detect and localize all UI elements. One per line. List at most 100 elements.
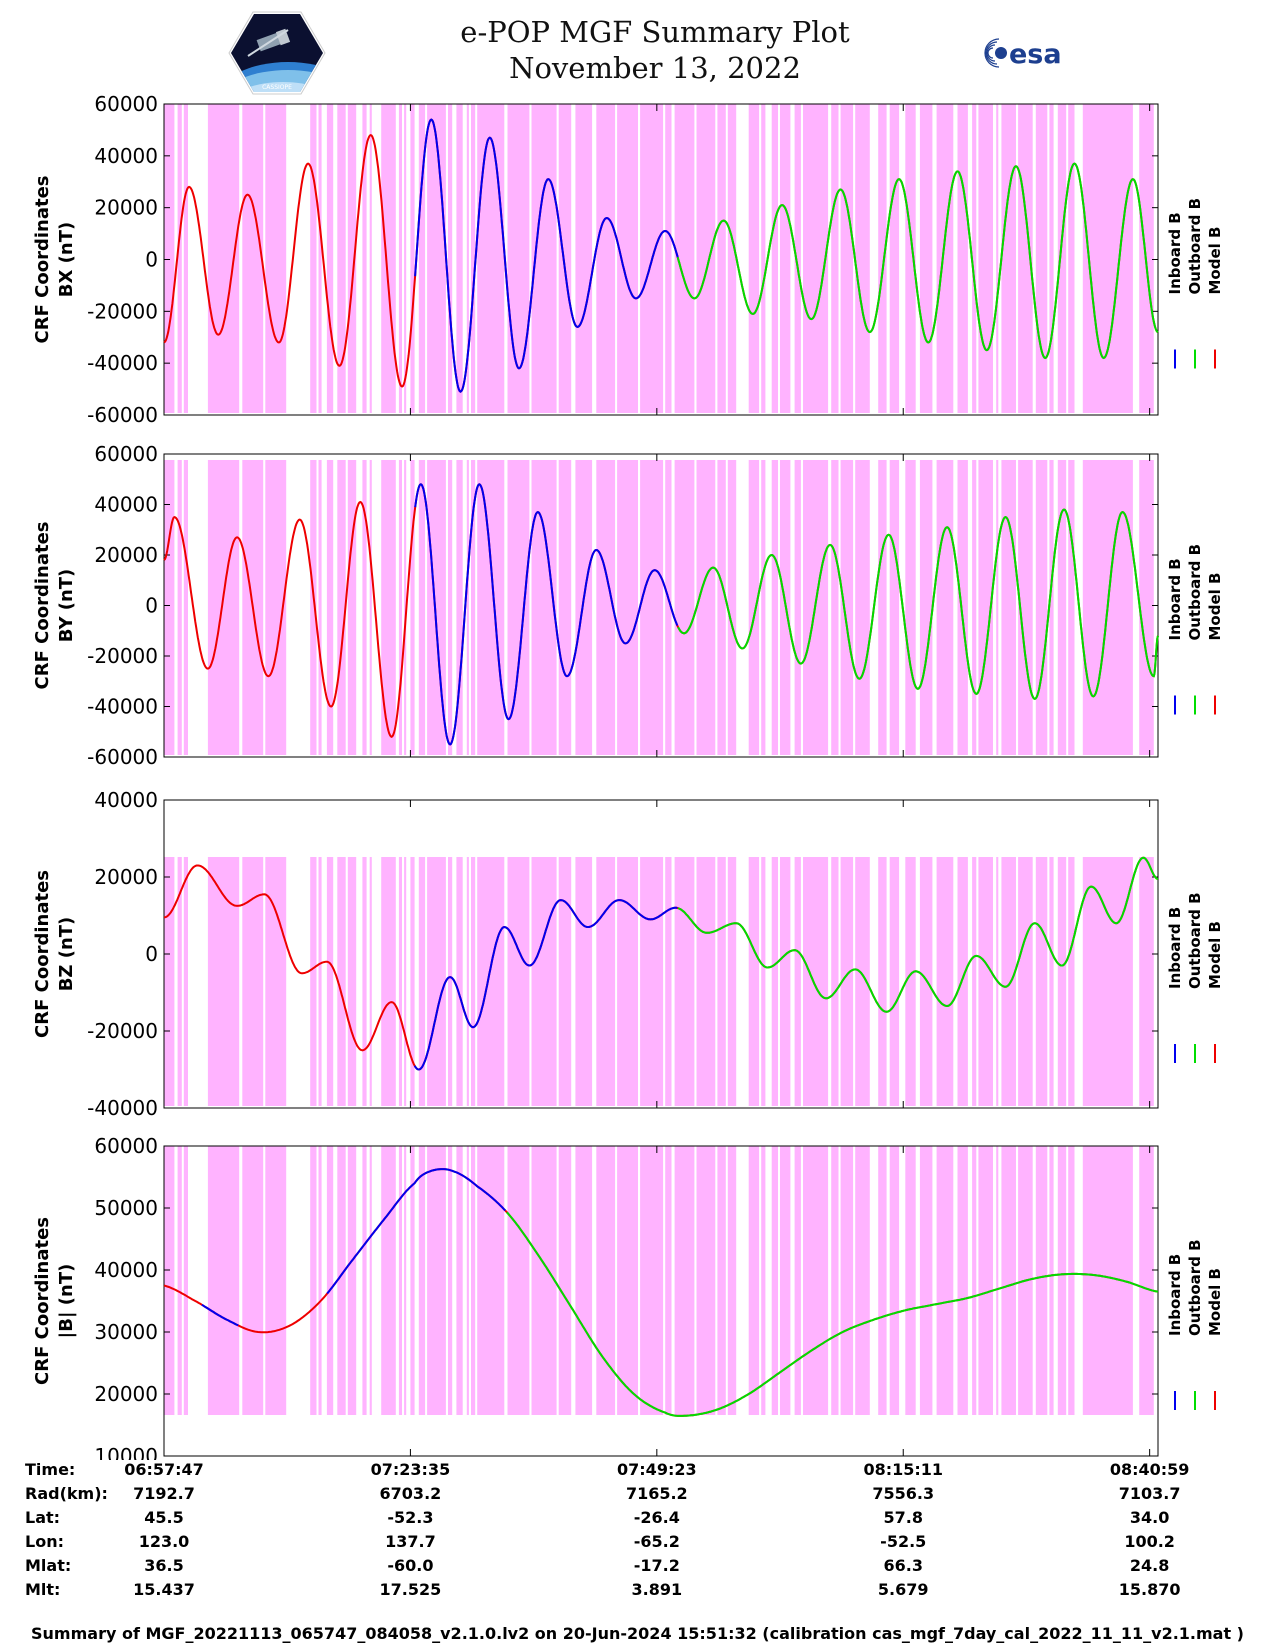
shaded-interval xyxy=(448,104,453,413)
info-value: 7556.3 xyxy=(872,1484,935,1503)
shaded-interval xyxy=(1035,104,1048,413)
shaded-interval xyxy=(507,1146,530,1415)
shaded-interval xyxy=(326,104,334,413)
shaded-interval xyxy=(878,460,887,755)
shaded-interval xyxy=(398,857,402,1106)
y-tick-label: 60000 xyxy=(94,92,158,116)
legend-label-inboard: Inboard B xyxy=(1166,558,1184,640)
shaded-interval xyxy=(477,857,505,1106)
shaded-interval xyxy=(164,857,175,1106)
shaded-intervals-bx xyxy=(164,104,1154,413)
legend-label-outboard: Outboard B xyxy=(1186,544,1204,641)
info-value: 15.870 xyxy=(1118,1580,1181,1599)
y-tick-label: -40000 xyxy=(87,1096,158,1120)
y-tick-label: -20000 xyxy=(87,1019,158,1043)
shaded-interval xyxy=(878,104,887,413)
shaded-interval xyxy=(381,857,396,1106)
shaded-interval xyxy=(803,1146,829,1415)
shaded-interval xyxy=(840,460,854,755)
shaded-interval xyxy=(855,1146,870,1415)
info-value: 06:57:47 xyxy=(124,1460,204,1479)
shaded-interval xyxy=(1139,460,1154,755)
shaded-interval xyxy=(575,1146,593,1415)
shaded-interval xyxy=(381,1146,396,1415)
info-value: -65.2 xyxy=(633,1532,680,1551)
info-row-label: Rad(km): xyxy=(25,1484,108,1503)
info-value: 17.525 xyxy=(379,1580,442,1599)
panel-by: -60000 -40000 -20000 0 20000 40000 60000 CRF Co… xyxy=(32,442,1224,769)
y-tick-label: -60000 xyxy=(87,745,158,769)
shaded-interval xyxy=(771,857,778,1106)
esa-logo: esa xyxy=(984,38,1062,70)
shaded-interval xyxy=(696,857,716,1106)
shaded-interval xyxy=(957,1146,968,1415)
y-axis-label-line1: CRF Coordinates xyxy=(32,1217,53,1385)
series-outboard-by xyxy=(677,508,1159,700)
shaded-interval xyxy=(831,104,839,413)
shaded-interval xyxy=(177,104,182,413)
shaded-interval xyxy=(794,460,801,755)
y-tick-label: 20000 xyxy=(94,865,158,889)
shaded-interval xyxy=(665,1146,672,1415)
legend-label-model: Model B xyxy=(1206,1268,1224,1336)
y-tick-label: 20000 xyxy=(94,196,158,220)
y-tick-label: 20000 xyxy=(94,1382,158,1406)
shaded-interval xyxy=(596,460,616,755)
info-value: 08:40:59 xyxy=(1109,1460,1190,1479)
shaded-interval xyxy=(448,1146,453,1415)
shaded-interval xyxy=(996,104,999,413)
plot-title-line1: e-POP MGF Summary Plot xyxy=(460,15,850,49)
shaded-interval xyxy=(936,1146,954,1415)
plot-title: e-POP MGF Summary Plot November 13, 2022 xyxy=(0,14,1275,86)
shaded-interval xyxy=(507,460,530,755)
y-axis-label-bz: CRF Coordinates BZ (nT) xyxy=(32,870,77,1038)
shaded-interval xyxy=(748,460,760,755)
y-tick-label: -40000 xyxy=(87,351,158,375)
shaded-interval xyxy=(337,460,346,755)
shaded-interval xyxy=(855,104,870,413)
shaded-interval xyxy=(310,460,317,755)
legend-label-outboard: Outboard B xyxy=(1186,892,1204,989)
shaded-interval xyxy=(207,1146,240,1415)
info-value: 24.8 xyxy=(1129,1556,1170,1575)
shaded-interval xyxy=(427,104,446,413)
shaded-interval xyxy=(381,104,396,413)
shaded-interval xyxy=(471,104,476,413)
shaded-interval xyxy=(347,104,357,413)
shaded-interval xyxy=(310,104,317,413)
shaded-interval xyxy=(617,1146,638,1415)
shaded-interval xyxy=(674,1146,695,1415)
shaded-interval xyxy=(696,460,716,755)
shaded-interval xyxy=(878,857,887,1106)
shaded-interval xyxy=(978,857,993,1106)
shaded-interval xyxy=(326,1146,334,1415)
shaded-interval xyxy=(427,857,446,1106)
svg-text:esa: esa xyxy=(1009,39,1062,70)
panel-bz: -40000 -20000 0 20000 40000 CRF Coordinates BZ… xyxy=(32,788,1224,1120)
shaded-interval xyxy=(477,1146,505,1415)
shaded-interval xyxy=(780,1146,791,1415)
shaded-interval xyxy=(696,1146,716,1415)
legend-label-inboard: Inboard B xyxy=(1166,907,1184,989)
shaded-interval xyxy=(207,460,240,755)
y-tick-label: 40000 xyxy=(94,493,158,517)
shaded-interval xyxy=(889,104,900,413)
info-value: 66.3 xyxy=(883,1556,923,1575)
shaded-interval xyxy=(617,104,638,413)
shaded-interval xyxy=(471,460,476,755)
panel-bmag: 10000 20000 30000 40000 50000 60000 CRF Coordi… xyxy=(32,1134,1224,1460)
shaded-interval xyxy=(1001,857,1016,1106)
legend-label-model: Model B xyxy=(1206,227,1224,295)
shaded-interval xyxy=(889,857,900,1106)
series-inboard-bx xyxy=(414,118,679,393)
shaded-interval xyxy=(410,460,415,755)
info-row: Rad(km): 7192.7 6703.2 7165.2 7556.3 7103.7 xyxy=(0,1484,1275,1508)
shaded-interval xyxy=(575,857,593,1106)
shaded-interval xyxy=(404,460,407,755)
legend-by: Inboard B Outboard B Model B xyxy=(1166,544,1224,715)
y-axis-label-line2: BY (nT) xyxy=(56,569,77,643)
shaded-interval xyxy=(318,104,322,413)
shaded-interval xyxy=(177,460,182,755)
shaded-interval xyxy=(410,857,415,1106)
legend-label-inboard: Inboard B xyxy=(1166,1254,1184,1336)
